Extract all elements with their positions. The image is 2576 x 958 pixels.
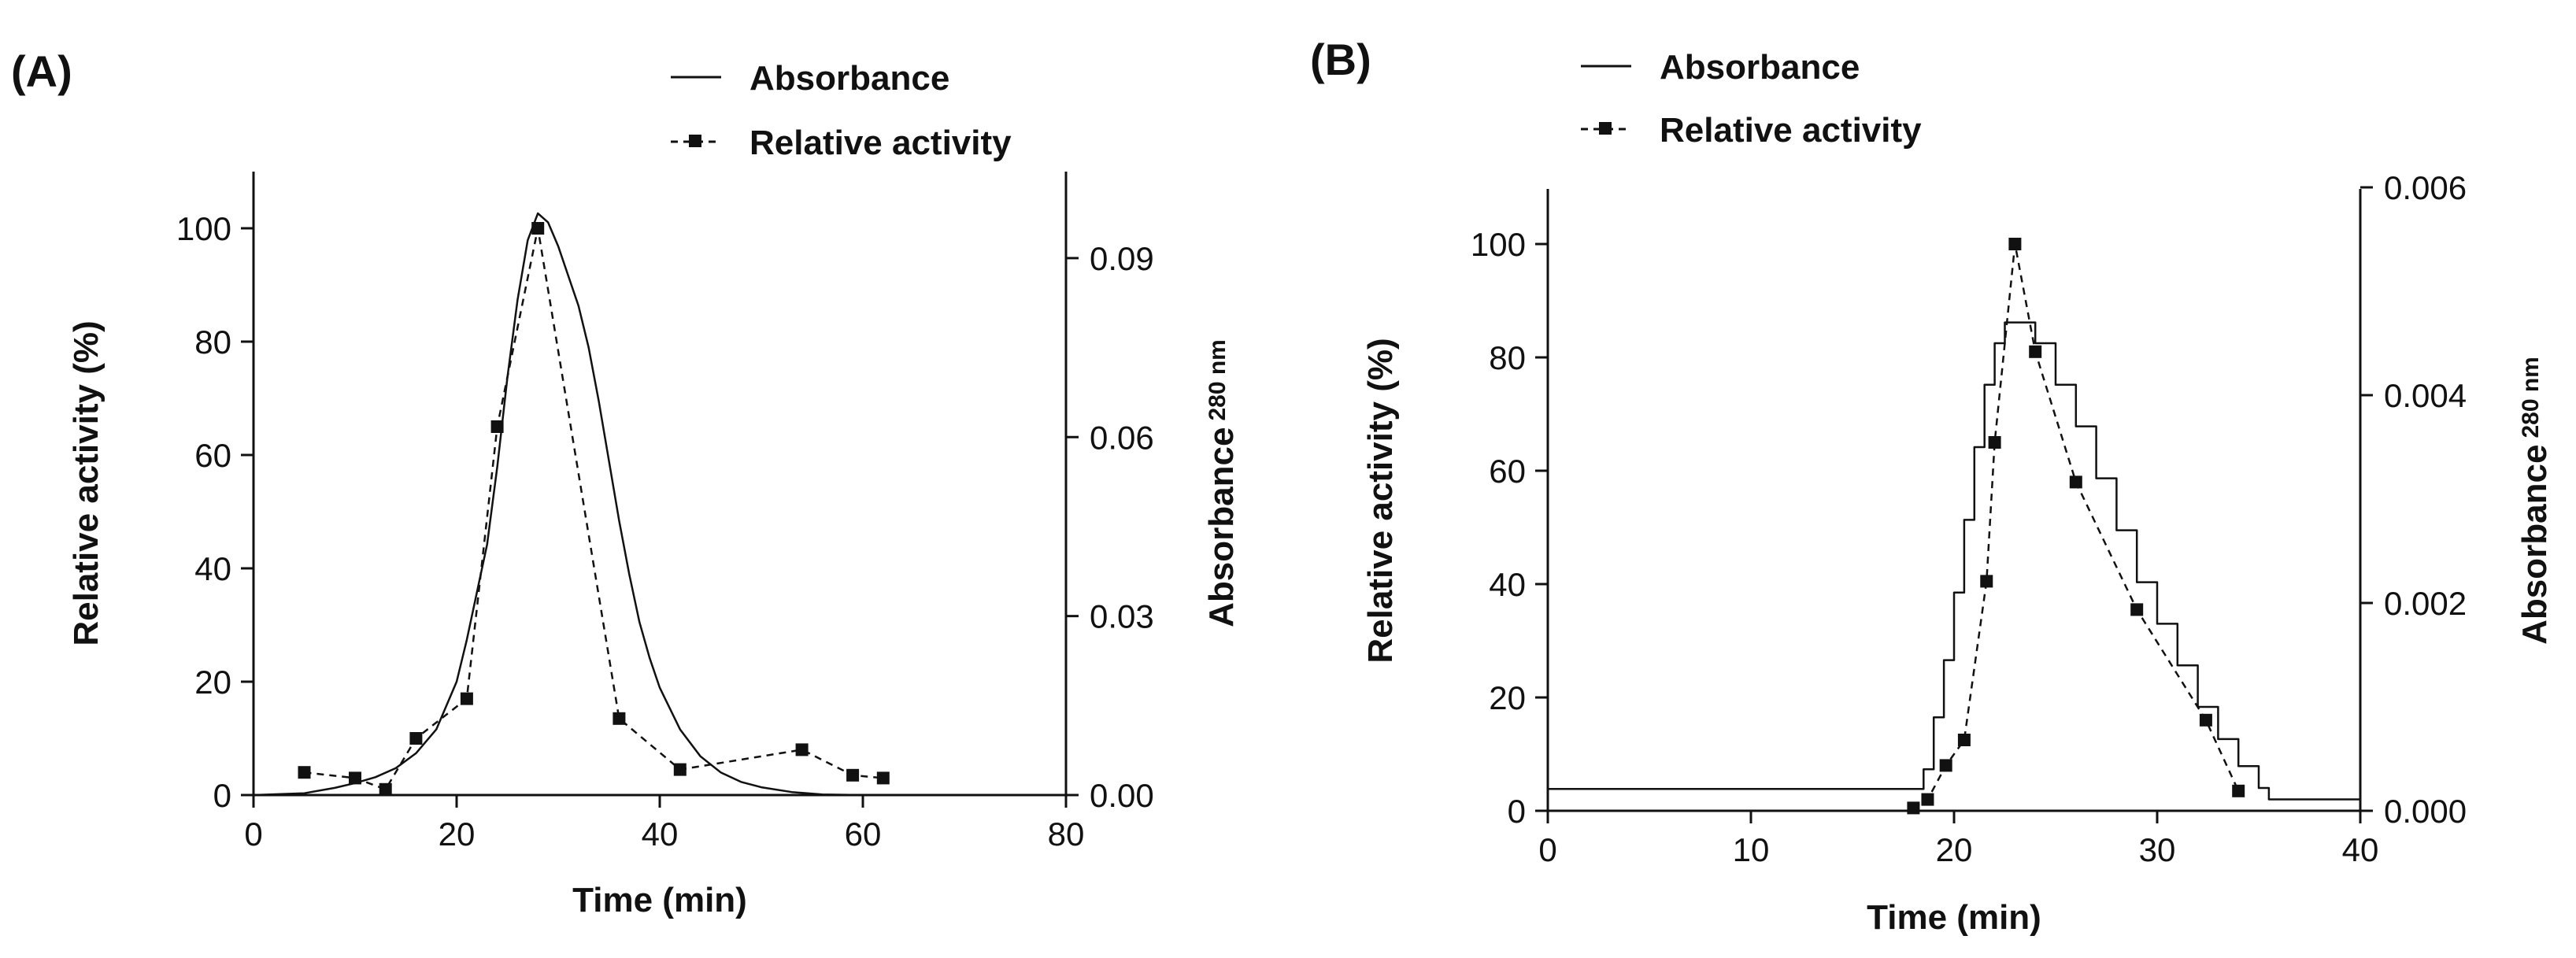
- x-tick-label-a-2: 40: [642, 816, 679, 853]
- absorbance-line-b: [1548, 321, 2360, 801]
- x-axis-label-a: Time (min): [572, 881, 747, 919]
- x-tick-label-b-4: 40: [2342, 831, 2379, 868]
- activity-point-b-5: [1988, 436, 2001, 449]
- panel-label-b: (B): [1310, 35, 1371, 84]
- activity-point-b-2: [1939, 759, 1952, 772]
- activity-point-b-11: [2232, 784, 2245, 797]
- activity-point-b-0: [1907, 801, 1920, 815]
- y-axis-label-b: Relative activity (%): [1361, 338, 1400, 663]
- y2-tick-label-b-2: 0.004: [2384, 377, 2467, 414]
- y2-tick-label-b-1: 0.002: [2384, 585, 2467, 622]
- legend-marker-activity-a: [689, 135, 701, 147]
- y2-tick-label-a-2: 0.06: [1090, 419, 1154, 456]
- y-tick-label-b-2: 40: [1489, 566, 1526, 603]
- activity-point-a-2: [379, 782, 392, 796]
- legend-label-activity-a: Relative activity: [749, 124, 1012, 162]
- activity-point-b-7: [2029, 345, 2042, 358]
- legend-b: Absorbance Relative activity: [1581, 48, 1922, 150]
- y-tick-label-b-5: 100: [1471, 226, 1526, 263]
- activity-point-b-9: [2130, 603, 2144, 616]
- activity-point-a-9: [795, 743, 809, 756]
- activity-point-b-4: [1980, 575, 1993, 588]
- activity-point-a-5: [490, 420, 504, 433]
- y2-tick-label-a-3: 0.09: [1090, 240, 1154, 277]
- activity-point-b-8: [2069, 475, 2082, 489]
- y2-axis-label-a: Absorbance 280 nm: [1202, 339, 1241, 627]
- legend-a: Absorbance Relative activity: [671, 59, 1012, 162]
- activity-point-b-6: [2008, 238, 2022, 250]
- y2-axis-label-sub-a: 280 nm: [1205, 339, 1231, 420]
- chart-a: (A) Absorbance Relative activity 0 20 40 60…: [11, 46, 1241, 919]
- chart-b: (B) Absorbance Relative activity 0 10 20 30…: [1310, 35, 2554, 937]
- y-axis-label-a: Relative activity (%): [67, 320, 105, 645]
- y2-tick-label-a-0: 0.00: [1090, 777, 1154, 814]
- y-tick-label-a-2: 40: [194, 550, 231, 587]
- y2-axis-label-sub-b: 280 nm: [2518, 357, 2544, 438]
- legend-label-absorbance-a: Absorbance: [749, 59, 949, 98]
- activity-point-b-1: [1921, 793, 1934, 806]
- axes-b: [1546, 189, 2362, 812]
- y-tick-label-a-0: 0: [213, 777, 231, 814]
- activity-point-a-8: [673, 763, 687, 776]
- legend-marker-activity-b: [1599, 122, 1612, 135]
- axes-a: [252, 172, 1068, 797]
- x-tick-label-a-4: 80: [1048, 816, 1085, 853]
- legend-label-absorbance-b: Absorbance: [1660, 48, 1860, 87]
- activity-point-a-4: [460, 692, 473, 705]
- activity-line-a: [304, 227, 883, 791]
- x-tick-label-a-0: 0: [244, 816, 262, 853]
- activity-point-a-3: [409, 732, 423, 745]
- absorbance-line-a: [253, 212, 864, 797]
- y-tick-label-b-0: 0: [1508, 793, 1526, 830]
- activity-line-b: [1912, 242, 2240, 809]
- y2-tick-label-b-3: 0.006: [2384, 169, 2467, 206]
- y-tick-label-a-4: 80: [194, 324, 231, 361]
- activity-point-a-0: [298, 766, 311, 779]
- x-tick-label-b-0: 0: [1538, 831, 1556, 868]
- activity-point-a-6: [531, 222, 545, 235]
- activity-point-a-7: [613, 712, 626, 725]
- y-tick-label-a-5: 100: [176, 210, 231, 247]
- x-tick-label-a-3: 60: [845, 816, 882, 853]
- activity-point-a-11: [876, 771, 890, 785]
- activity-point-a-1: [349, 771, 361, 785]
- x-tick-label-b-3: 30: [2139, 831, 2176, 868]
- y2-axis-label-b: Absorbance 280 nm: [2515, 357, 2554, 645]
- x-tick-label-b-2: 20: [1936, 831, 1973, 868]
- x-axis-label-b: Time (min): [1867, 898, 2041, 937]
- y-tick-label-a-3: 60: [194, 437, 231, 474]
- legend-label-activity-b: Relative activity: [1660, 111, 1922, 150]
- panel-label-a: (A): [11, 46, 72, 96]
- y-tick-label-b-1: 20: [1489, 679, 1526, 716]
- activity-point-b-3: [1957, 734, 1971, 746]
- activity-point-b-10: [2199, 713, 2212, 727]
- x-tick-label-a-1: 20: [439, 816, 476, 853]
- y-tick-label-b-4: 80: [1489, 339, 1526, 376]
- activity-point-a-10: [846, 768, 860, 782]
- y-tick-label-b-3: 60: [1489, 453, 1526, 490]
- y2-tick-label-b-0: 0.000: [2384, 793, 2467, 830]
- y2-axis-label-main-b: Absorbance: [2515, 445, 2554, 645]
- x-tick-label-b-1: 10: [1733, 831, 1770, 868]
- y-tick-label-a-1: 20: [194, 664, 231, 701]
- y2-axis-label-main-a: Absorbance: [1202, 427, 1241, 627]
- y2-tick-label-a-1: 0.03: [1090, 598, 1154, 635]
